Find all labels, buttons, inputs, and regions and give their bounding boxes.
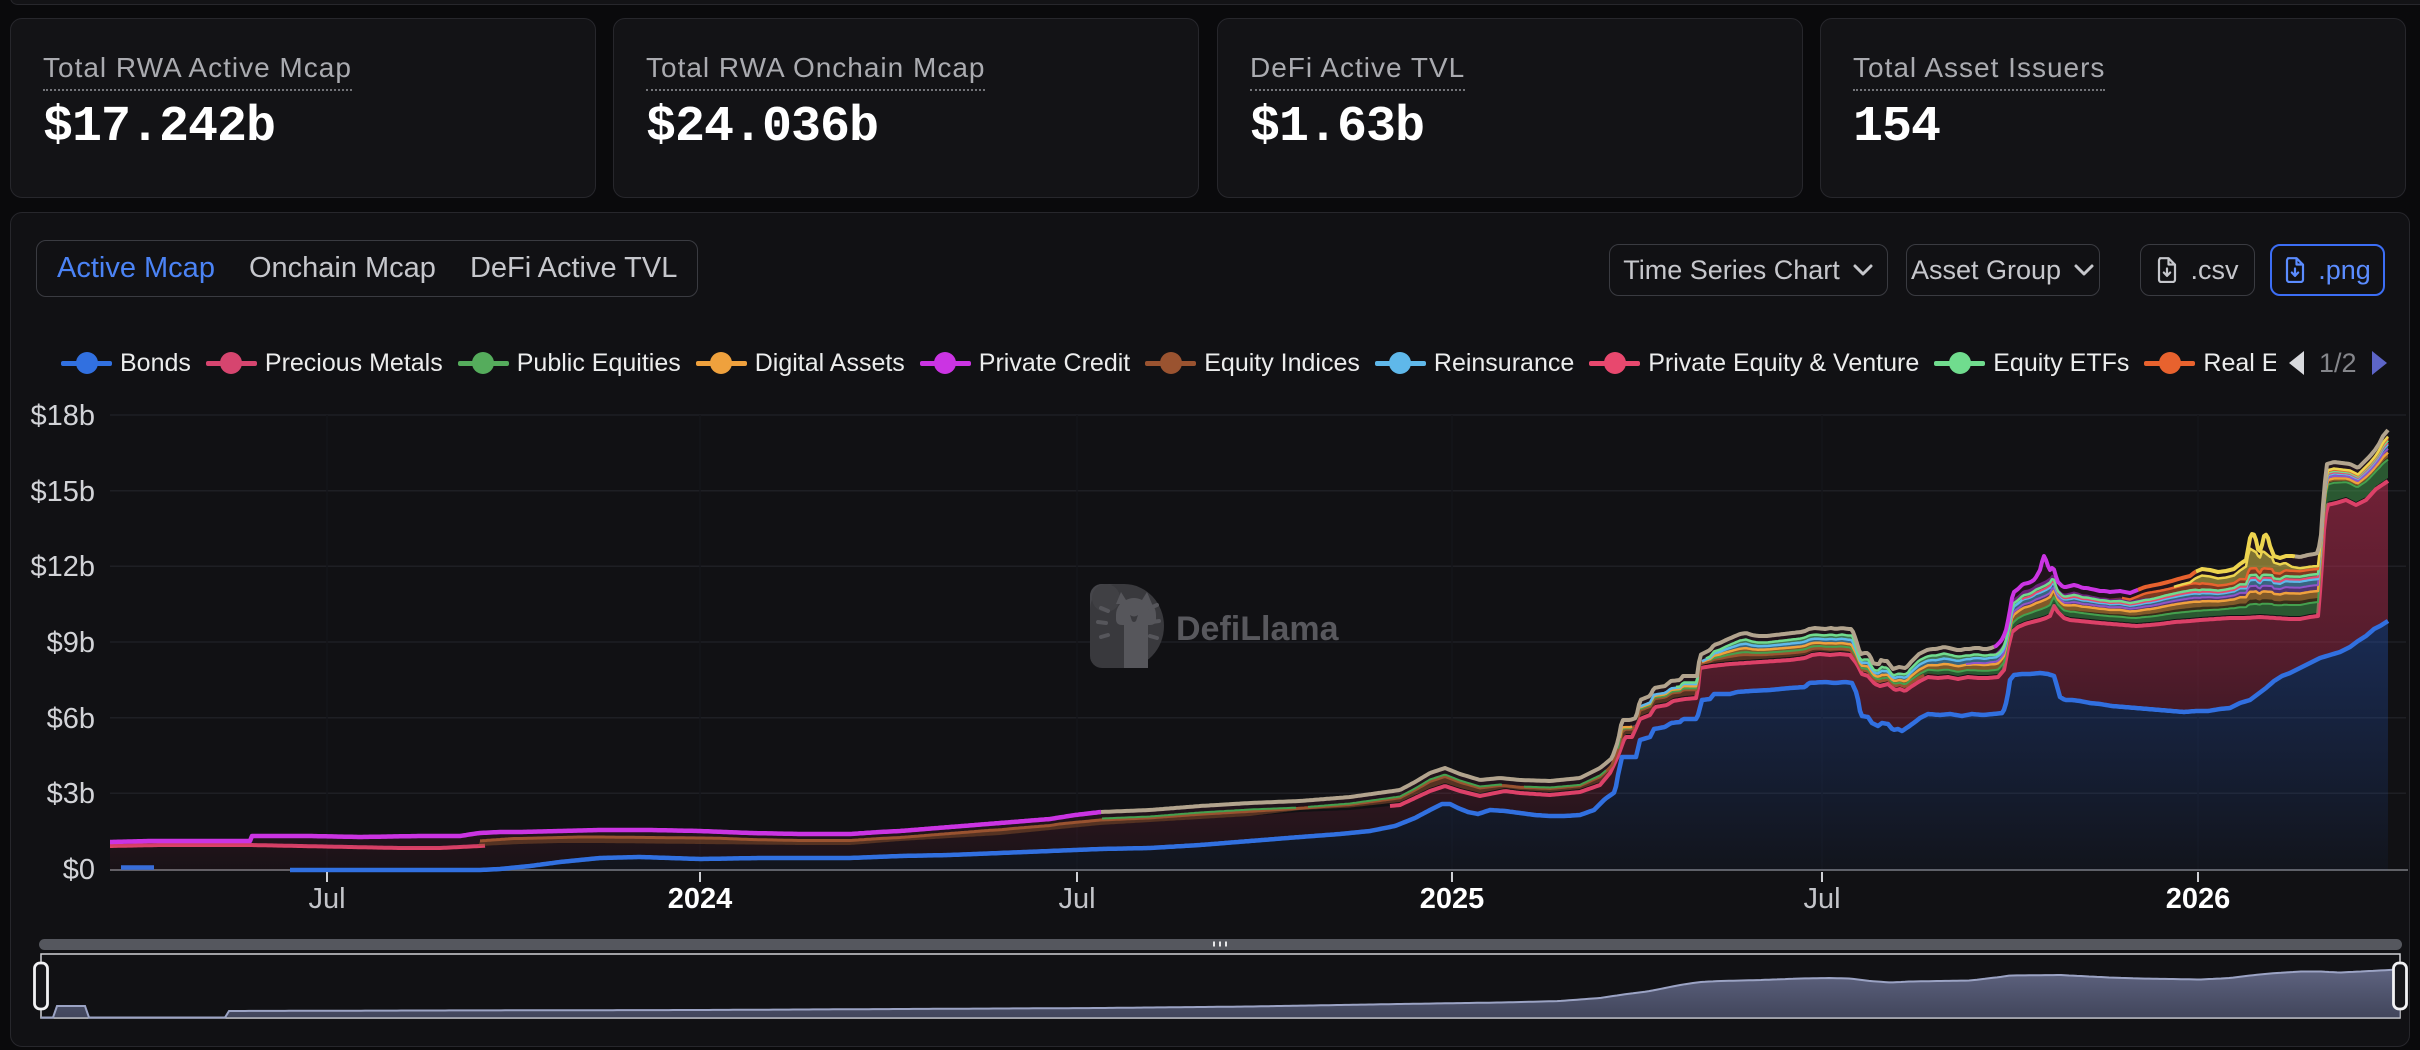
svg-text:2025: 2025	[1420, 883, 1485, 915]
svg-text:$18b: $18b	[30, 400, 95, 432]
svg-text:Jul: Jul	[308, 883, 345, 915]
svg-text:Jul: Jul	[1058, 883, 1095, 915]
svg-text:$15b: $15b	[30, 476, 95, 508]
svg-text:Jul: Jul	[1803, 883, 1840, 915]
svg-text:2026: 2026	[2166, 883, 2231, 915]
svg-text:2024: 2024	[668, 883, 733, 915]
svg-text:$0: $0	[63, 854, 95, 886]
svg-text:$12b: $12b	[30, 551, 95, 583]
svg-text:$6b: $6b	[47, 703, 95, 735]
svg-text:$9b: $9b	[47, 627, 95, 659]
svg-text:DefiLlama: DefiLlama	[1176, 610, 1340, 648]
svg-text:$3b: $3b	[47, 778, 95, 810]
